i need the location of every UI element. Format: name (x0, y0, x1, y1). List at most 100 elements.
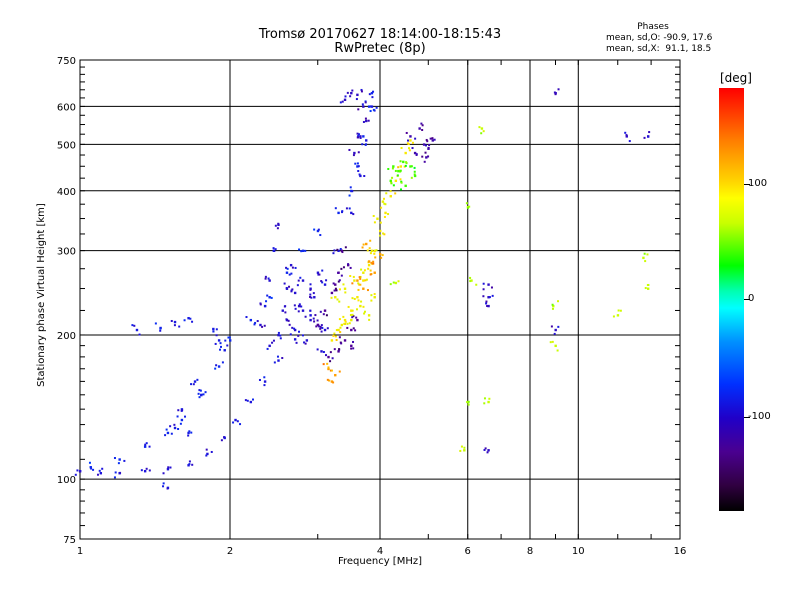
data-point (334, 283, 337, 286)
data-point (340, 323, 344, 327)
x-tick-label: 8 (527, 546, 533, 557)
data-point (337, 328, 340, 332)
data-point (427, 155, 430, 158)
data-point (557, 300, 560, 303)
data-point (429, 137, 432, 140)
data-point (101, 467, 104, 470)
data-point (330, 369, 333, 372)
data-point (486, 451, 489, 454)
data-point (276, 355, 279, 358)
data-point (625, 135, 628, 138)
data-point (373, 221, 376, 224)
data-point (316, 319, 319, 322)
data-point (330, 380, 334, 383)
data-point (387, 167, 390, 170)
y-tick-label: 600 (57, 102, 76, 113)
data-point (361, 103, 364, 106)
data-point (336, 298, 339, 301)
data-point (300, 250, 303, 253)
data-point (321, 281, 324, 284)
data-point (350, 344, 353, 348)
data-point (92, 468, 95, 471)
data-point (349, 275, 352, 278)
data-point (354, 162, 357, 165)
data-point (390, 182, 393, 185)
data-point (322, 351, 325, 354)
data-point (293, 291, 297, 295)
data-point (349, 186, 352, 189)
data-point (338, 348, 341, 351)
x-tick-label: 4 (377, 546, 383, 557)
data-point (202, 393, 205, 396)
data-point (323, 328, 327, 332)
data-point (337, 211, 340, 215)
data-point (552, 304, 555, 308)
data-point (370, 261, 373, 264)
data-point (426, 140, 429, 143)
colorbar (719, 88, 744, 511)
data-point (413, 151, 417, 155)
data-point (310, 296, 313, 299)
phases-x-stats: mean, sd,X: 91.1, 18.5 (606, 44, 712, 54)
data-point (350, 211, 353, 215)
data-point (460, 445, 463, 448)
data-point (367, 263, 371, 267)
data-point (313, 296, 316, 299)
data-point (356, 136, 359, 139)
data-point (246, 399, 249, 402)
data-point (340, 267, 343, 270)
data-point (411, 141, 414, 144)
chart-title: Tromsø 20170627 18:14:00-18:15:43 (258, 27, 502, 42)
data-point (327, 366, 330, 369)
data-point (551, 307, 554, 310)
data-point (254, 321, 257, 324)
data-point (289, 263, 293, 267)
data-point (359, 283, 362, 286)
data-point (293, 328, 297, 332)
data-point (384, 211, 387, 215)
data-point (220, 345, 223, 348)
data-point (184, 415, 187, 418)
data-point (399, 160, 402, 163)
data-point (287, 319, 290, 322)
data-point (646, 287, 650, 290)
data-point (354, 329, 357, 332)
data-point (379, 234, 382, 237)
data-point (288, 285, 291, 288)
data-point (279, 337, 282, 340)
data-point (162, 472, 165, 475)
data-point (334, 335, 337, 338)
data-point (644, 260, 647, 263)
data-point (350, 318, 353, 322)
data-point (363, 310, 366, 313)
data-point (217, 365, 221, 368)
data-point (488, 397, 491, 400)
data-point (342, 266, 345, 269)
data-point (334, 287, 337, 290)
data-point (425, 156, 428, 159)
data-point (643, 136, 646, 139)
data-point (383, 233, 386, 236)
data-point (360, 90, 363, 93)
data-point (170, 432, 173, 435)
colorbar-label: 100 (748, 178, 768, 189)
data-point (357, 165, 360, 168)
data-point (249, 318, 253, 322)
data-point (191, 320, 194, 323)
data-point (224, 339, 227, 342)
data-point (394, 281, 398, 285)
data-point (177, 428, 180, 431)
data-point (362, 105, 365, 108)
data-point (373, 250, 376, 253)
data-point (332, 334, 335, 337)
data-point (183, 319, 186, 322)
data-point (407, 147, 410, 150)
data-point (370, 294, 373, 297)
data-point (553, 91, 556, 94)
data-point (353, 279, 356, 282)
data-point (318, 325, 321, 328)
data-point (549, 341, 552, 344)
data-point (272, 249, 275, 252)
data-point (221, 361, 224, 364)
data-point (263, 384, 266, 387)
